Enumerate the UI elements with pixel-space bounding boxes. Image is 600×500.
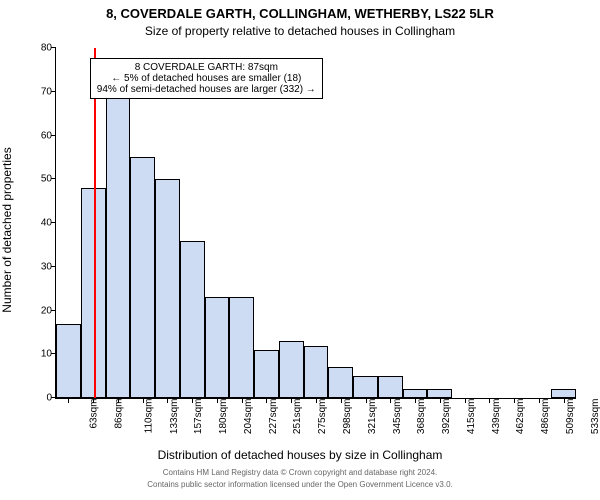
histogram-bar [180,241,205,399]
x-tick-mark [93,398,94,403]
x-tick-mark [192,398,193,403]
x-tick-label: 298sqm [342,399,353,435]
x-tick-label: 275sqm [317,399,328,435]
histogram-bar [304,346,329,399]
y-tick-label: 70 [26,86,52,97]
y-tick-mark [51,310,56,311]
x-tick-label: 204sqm [243,399,254,435]
annotation-line: 8 COVERDALE GARTH: 87sqm [97,62,316,73]
histogram-bar [254,350,279,398]
y-tick-label: 40 [26,218,52,229]
x-tick-mark [415,398,416,403]
y-tick-label: 10 [26,349,52,360]
histogram-bar [155,179,180,398]
x-tick-mark [291,398,292,403]
x-tick-mark [217,398,218,403]
y-tick-mark [51,222,56,223]
x-tick-mark [266,398,267,403]
histogram-bar [205,297,230,398]
attribution-line2: Contains public sector information licen… [0,480,600,489]
x-tick-mark [68,398,69,403]
y-tick-mark [51,47,56,48]
x-tick-mark [514,398,515,403]
y-tick-mark [51,266,56,267]
x-tick-label: 227sqm [268,399,279,435]
y-tick-mark [51,91,56,92]
chart-title-sub: Size of property relative to detached ho… [0,24,600,38]
x-tick-label: 462sqm [515,399,526,435]
histogram-bar [378,376,403,398]
x-tick-mark [489,398,490,403]
y-tick-mark [51,178,56,179]
y-tick-label: 50 [26,174,52,185]
y-tick-label: 20 [26,305,52,316]
histogram-bar [353,376,378,398]
histogram-bar [551,389,576,398]
x-tick-label: 157sqm [194,399,205,435]
histogram-bar [279,341,304,398]
annotation-line: 94% of semi-detached houses are larger (… [97,84,316,95]
histogram-bar [130,157,155,398]
x-tick-mark [539,398,540,403]
x-axis-label: Distribution of detached houses by size … [0,448,600,462]
x-tick-label: 63sqm [89,399,100,429]
y-tick-label: 60 [26,130,52,141]
x-tick-label: 486sqm [540,399,551,435]
x-tick-mark [465,398,466,403]
histogram-bar [229,297,254,398]
plot-area: 0102030405060708063sqm86sqm110sqm133sqm1… [55,48,576,399]
x-tick-label: 345sqm [392,399,403,435]
x-tick-label: 180sqm [218,399,229,435]
x-tick-label: 509sqm [565,399,576,435]
x-tick-label: 251sqm [293,399,304,435]
histogram-bar [403,389,428,398]
x-tick-label: 392sqm [441,399,452,435]
chart-container: 8, COVERDALE GARTH, COLLINGHAM, WETHERBY… [0,0,600,500]
annotation-box: 8 COVERDALE GARTH: 87sqm← 5% of detached… [90,58,323,99]
x-tick-label: 321sqm [367,399,378,435]
attribution-line1: Contains HM Land Registry data © Crown c… [0,468,600,477]
x-tick-mark [440,398,441,403]
x-tick-mark [341,398,342,403]
x-tick-label: 110sqm [143,399,154,434]
annotation-line: ← 5% of detached houses are smaller (18) [97,73,316,84]
x-tick-label: 533sqm [590,399,600,435]
y-tick-mark [51,135,56,136]
y-tick-label: 30 [26,261,52,272]
x-tick-mark [390,398,391,403]
y-tick-label: 0 [26,393,52,404]
histogram-bar [328,367,353,398]
y-tick-label: 80 [26,43,52,54]
x-tick-mark [316,398,317,403]
histogram-bar [106,87,131,398]
x-tick-mark [366,398,367,403]
histogram-bar [56,324,81,398]
x-tick-mark [167,398,168,403]
x-tick-mark [143,398,144,403]
x-tick-label: 86sqm [114,399,125,429]
y-axis-label: Number of detached properties [0,55,14,405]
chart-title-main: 8, COVERDALE GARTH, COLLINGHAM, WETHERBY… [0,6,600,21]
marker-line [94,48,96,398]
histogram-bar [427,389,452,398]
x-tick-label: 133sqm [169,399,180,435]
x-tick-label: 368sqm [416,399,427,435]
x-tick-mark [242,398,243,403]
x-tick-mark [564,398,565,403]
x-tick-label: 415sqm [466,399,477,435]
x-tick-label: 439sqm [491,399,502,435]
x-tick-mark [118,398,119,403]
